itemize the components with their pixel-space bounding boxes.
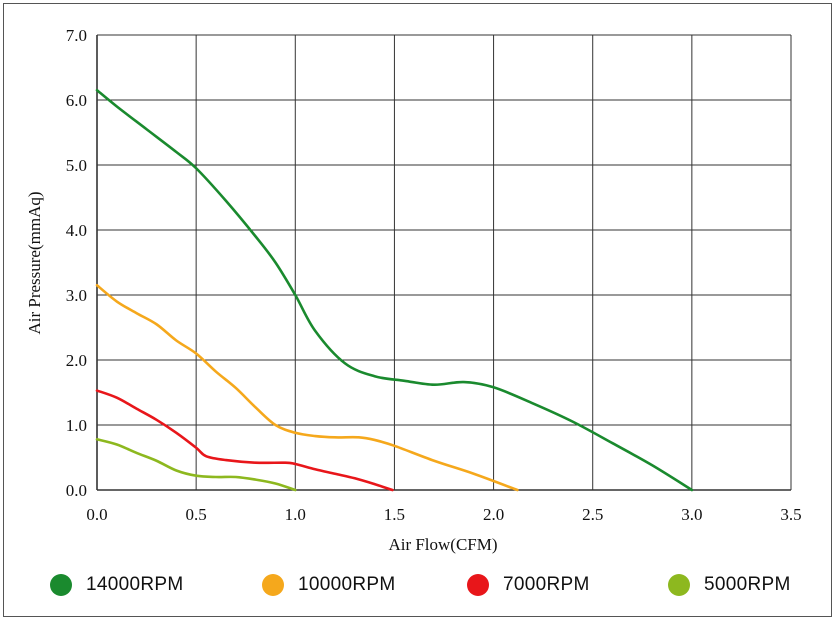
legend-item-14000rpm: 14000RPM bbox=[50, 574, 183, 596]
y-tick-label-0: 0.0 bbox=[66, 481, 87, 500]
y-tick-label-1: 1.0 bbox=[66, 416, 87, 435]
legend-label-7000rpm: 7000RPM bbox=[503, 574, 590, 595]
legend-item-7000rpm: 7000RPM bbox=[467, 574, 590, 596]
series-lines bbox=[95, 88, 694, 492]
legend-label-5000rpm: 5000RPM bbox=[704, 574, 791, 595]
x-tick-label-2: 1.0 bbox=[285, 505, 306, 524]
legend-marker-14000rpm bbox=[50, 574, 72, 596]
y-tick-label-5: 5.0 bbox=[66, 156, 87, 175]
x-tick-label-0: 0.0 bbox=[86, 505, 107, 524]
y-axis-label: Air Pressure(mmAq) bbox=[25, 191, 44, 334]
legend-marker-7000rpm bbox=[467, 574, 489, 596]
legend-label-10000rpm: 10000RPM bbox=[298, 574, 396, 595]
x-axis-label: Air Flow(CFM) bbox=[388, 535, 497, 554]
x-tick-label-5: 2.5 bbox=[582, 505, 603, 524]
y-tick-label-4: 4.0 bbox=[66, 221, 87, 240]
series-line-14000rpm bbox=[95, 88, 694, 492]
x-tick-label-7: 3.5 bbox=[780, 505, 801, 524]
series-line-7000rpm bbox=[95, 389, 394, 492]
x-tick-label-3: 1.5 bbox=[384, 505, 405, 524]
grid bbox=[96, 34, 792, 491]
legend-label-14000rpm: 14000RPM bbox=[86, 574, 184, 595]
legend-marker-10000rpm bbox=[262, 574, 284, 596]
legend-marker-5000rpm bbox=[668, 574, 690, 596]
x-tick-label-1: 0.5 bbox=[186, 505, 207, 524]
legend-item-5000rpm: 5000RPM bbox=[668, 574, 791, 596]
series-line-5000rpm bbox=[95, 438, 297, 492]
x-tick-label-6: 3.0 bbox=[681, 505, 702, 524]
x-tick-label-4: 2.0 bbox=[483, 505, 504, 524]
y-tick-label-7: 7.0 bbox=[66, 26, 87, 45]
series-line-10000rpm bbox=[95, 283, 519, 492]
y-tick-label-6: 6.0 bbox=[66, 91, 87, 110]
y-tick-label-3: 3.0 bbox=[66, 286, 87, 305]
tick-labels: 0.0 0.5 1.0 1.5 2.0 2.5 3.0 3.5 0.0 1.0 2.0 3.0 4.0 5… bbox=[66, 26, 802, 524]
chart-frame bbox=[3, 3, 832, 617]
legend: 14000RPM 10000RPM 7000RPM 5000RPM bbox=[0, 568, 837, 608]
legend-item-10000rpm: 10000RPM bbox=[262, 574, 395, 596]
y-tick-label-2: 2.0 bbox=[66, 351, 87, 370]
